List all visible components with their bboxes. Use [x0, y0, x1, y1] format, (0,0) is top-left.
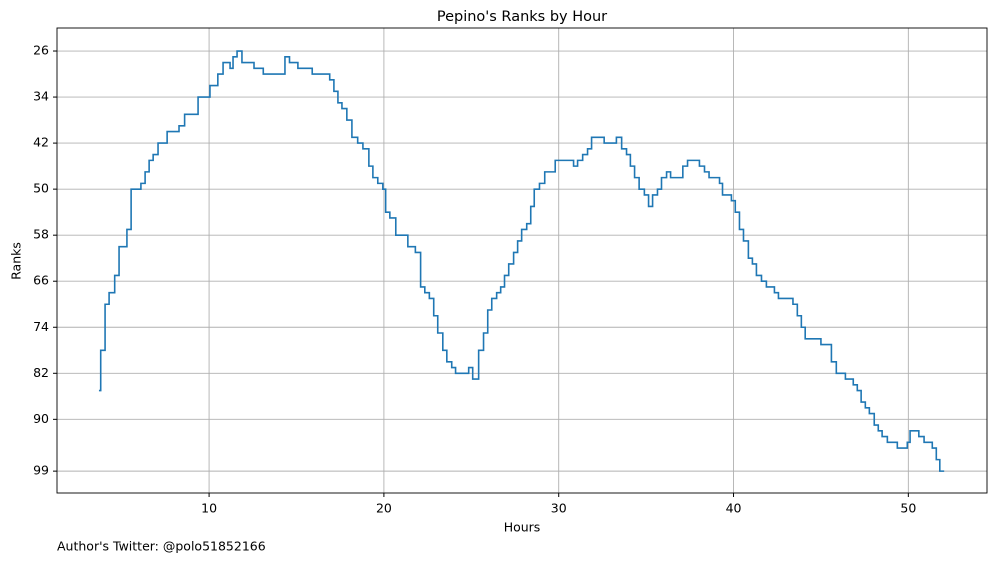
footer-note: Author's Twitter: @polo51852166 [57, 539, 266, 554]
y-tick-label: 66 [33, 273, 49, 288]
plot-frame [56, 27, 988, 494]
x-tick-label: 10 [201, 501, 217, 516]
y-axis-label: Ranks [9, 242, 24, 280]
x-axis-label: Hours [504, 520, 541, 535]
y-tick-label: 90 [33, 411, 49, 426]
y-tick-label: 42 [33, 135, 49, 150]
y-tick-label: 99 [33, 463, 49, 478]
x-tick-label: 20 [376, 501, 392, 516]
y-tick-label: 58 [33, 227, 49, 242]
x-tick-label: 40 [726, 501, 742, 516]
step-line [98, 50, 945, 472]
chart-title: Pepino's Ranks by Hour [437, 9, 607, 25]
y-tick-label: 82 [33, 365, 49, 380]
y-tick-label: 34 [33, 89, 49, 104]
y-tick-label: 74 [33, 319, 49, 334]
x-tick-label: 30 [551, 501, 567, 516]
x-tick-label: 50 [900, 501, 916, 516]
y-tick-label: 26 [33, 43, 49, 58]
y-tick-label: 50 [33, 181, 49, 196]
